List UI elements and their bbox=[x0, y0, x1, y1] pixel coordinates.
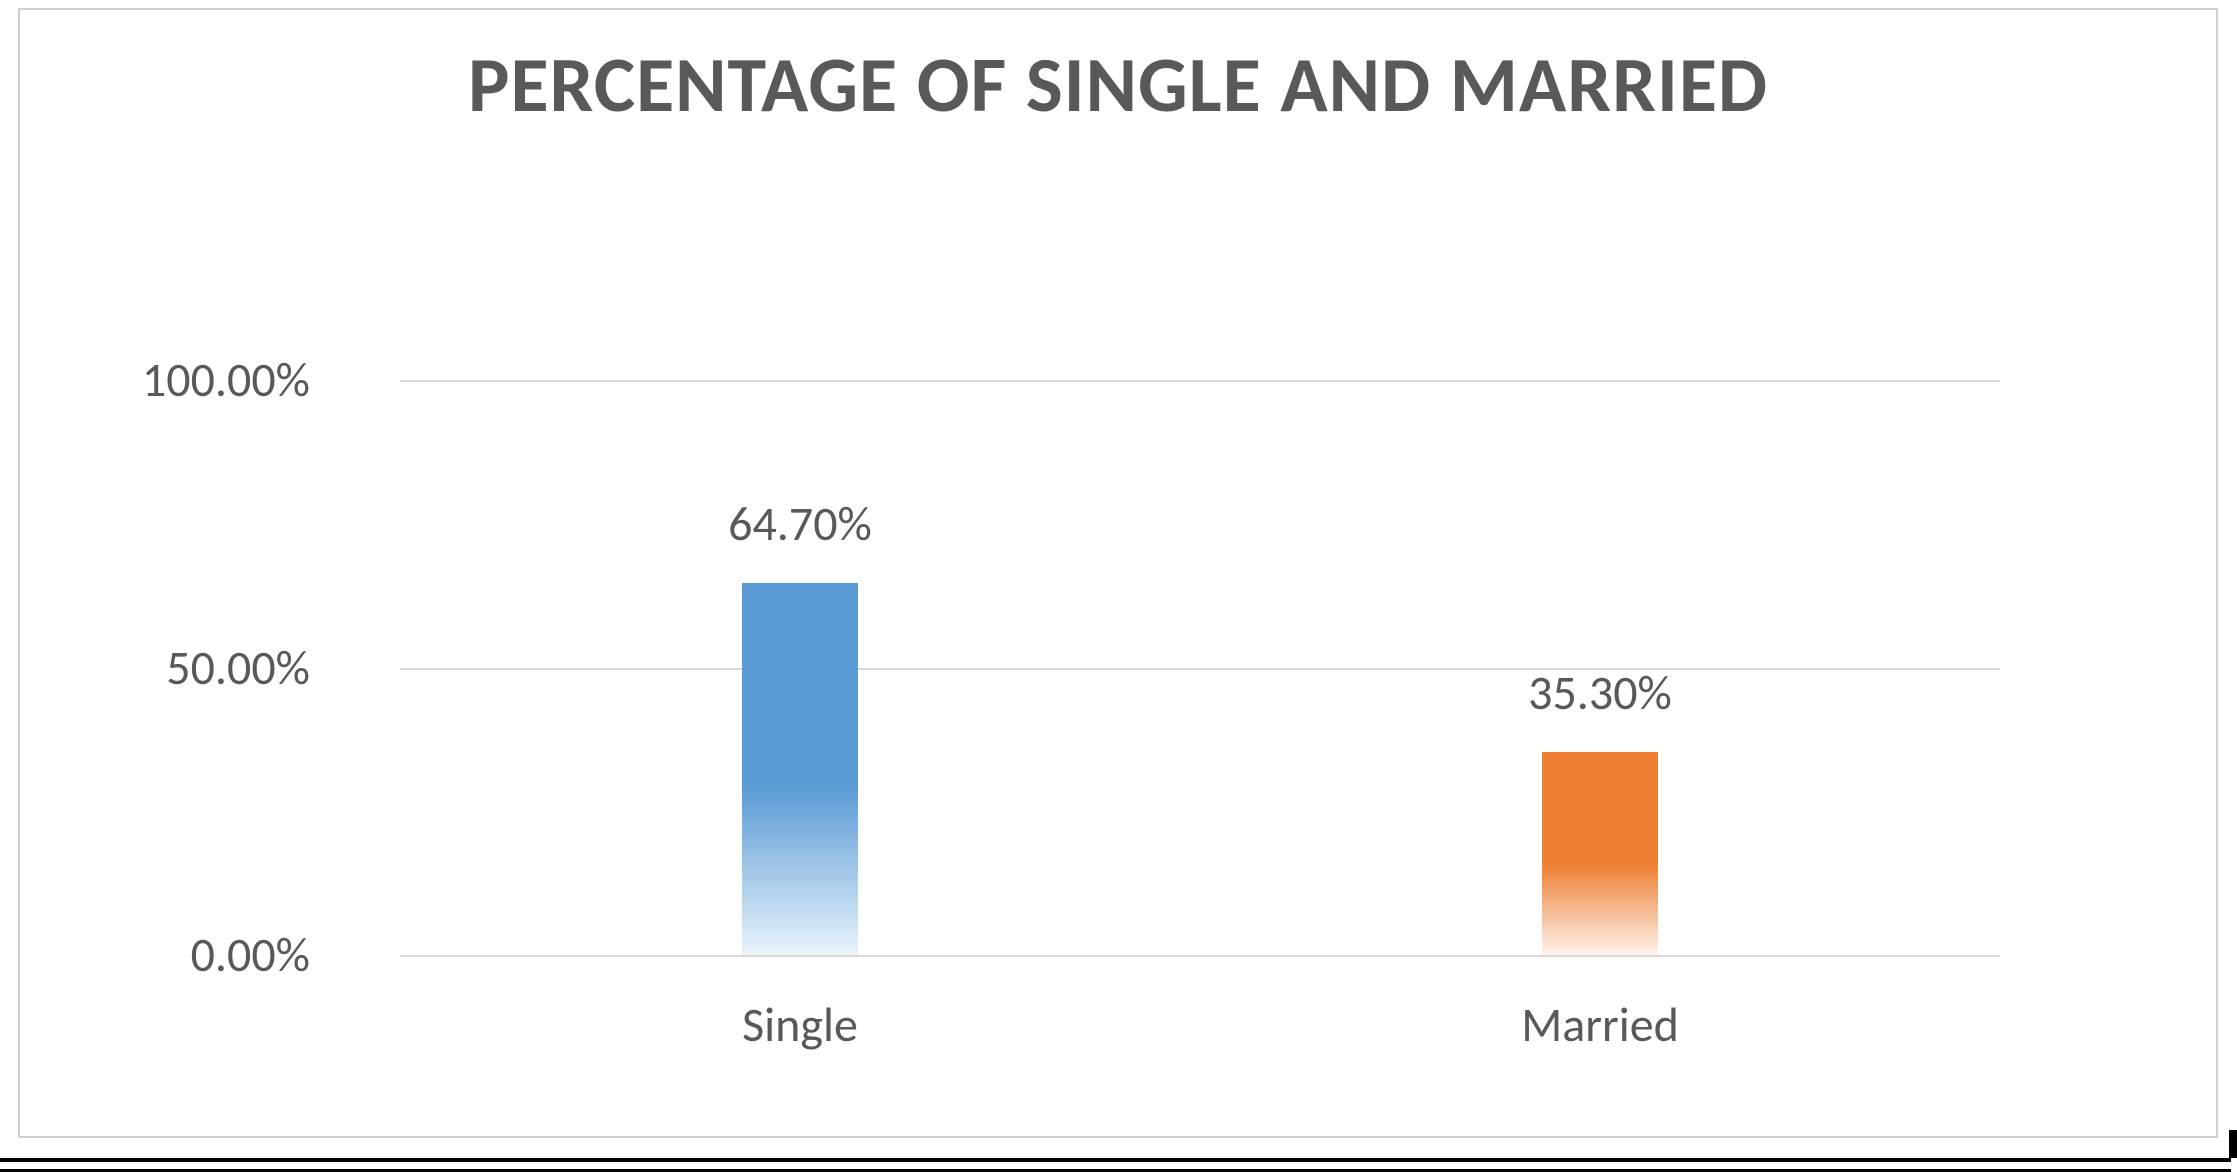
chart-title: PERCENTAGE OF SINGLE AND MARRIED bbox=[20, 10, 2216, 130]
gridline bbox=[400, 955, 2000, 957]
chart-container: PERCENTAGE OF SINGLE AND MARRIED 0.00%50… bbox=[18, 8, 2218, 1138]
bar bbox=[1542, 752, 1658, 955]
bar-value-label: 35.30% bbox=[1528, 663, 1672, 722]
bar-value-label: 64.70% bbox=[728, 494, 872, 553]
plot-area: 0.00%50.00%100.00%64.70%Single35.30%Marr… bbox=[400, 380, 2000, 955]
gridline bbox=[400, 668, 2000, 670]
corner-mark bbox=[2229, 1130, 2237, 1158]
gridline bbox=[400, 380, 2000, 382]
y-axis-tick-label: 100.00% bbox=[30, 350, 310, 409]
category-label: Married bbox=[1521, 995, 1679, 1054]
bottom-double-rule bbox=[0, 1158, 2231, 1172]
y-axis-tick-label: 50.00% bbox=[30, 638, 310, 697]
category-label: Single bbox=[742, 995, 858, 1054]
y-axis-tick-label: 0.00% bbox=[30, 925, 310, 984]
bar bbox=[742, 583, 858, 955]
